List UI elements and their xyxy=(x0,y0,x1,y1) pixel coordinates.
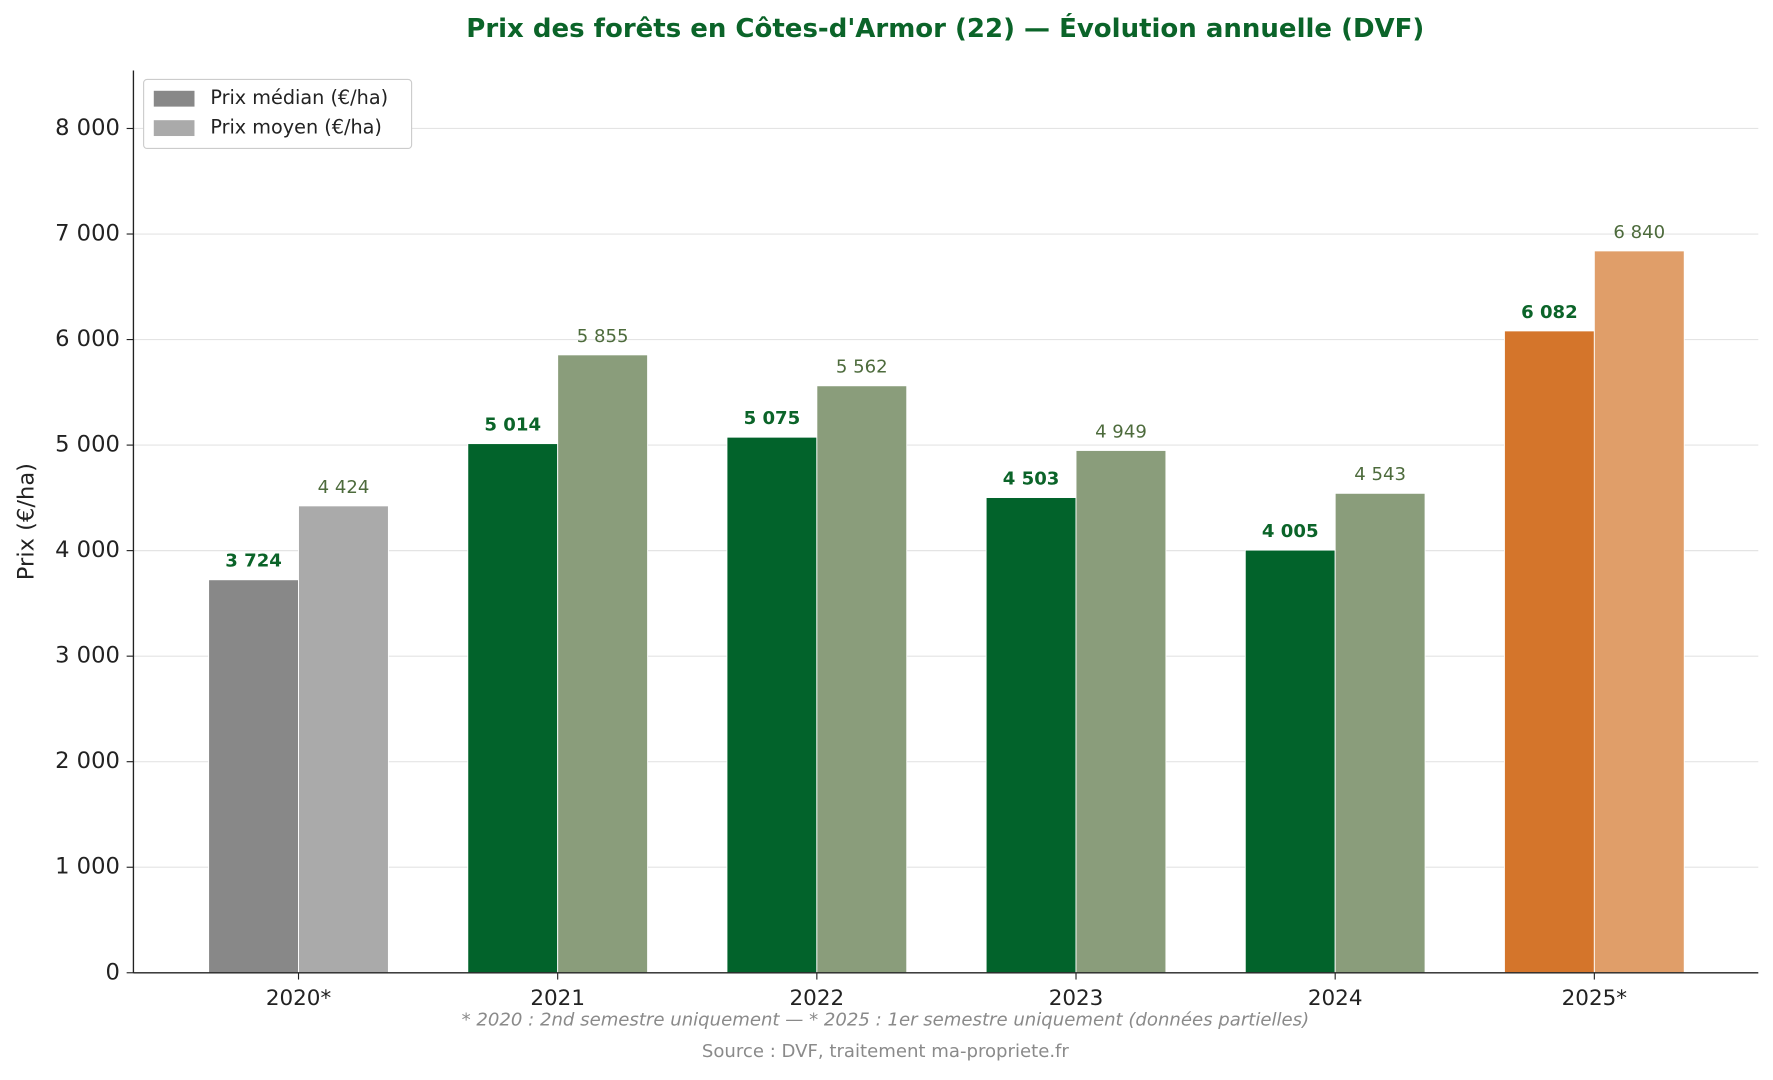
bar xyxy=(557,354,649,974)
bar xyxy=(985,497,1077,974)
y-axis-label: Prix (€/ha) xyxy=(14,463,40,580)
x-tick-label: 2020* xyxy=(266,986,332,1011)
bar xyxy=(1334,492,1426,974)
x-tick-label: 2024 xyxy=(1308,986,1363,1011)
value-label: 6 840 xyxy=(1613,222,1665,243)
value-label: 4 949 xyxy=(1095,421,1147,442)
y-tick-label: 6 000 xyxy=(55,326,120,352)
source: Source : DVF, traitement ma-propriete.fr xyxy=(702,1041,1070,1062)
y-tick-label: 2 000 xyxy=(55,748,120,774)
value-label: 5 562 xyxy=(836,357,888,378)
x-tick-label: 2022 xyxy=(790,986,845,1011)
legend-swatch xyxy=(153,90,195,107)
value-label: 5 014 xyxy=(484,415,541,436)
legend-box xyxy=(143,78,413,150)
value-label: 4 424 xyxy=(318,477,370,498)
y-tick-label: 7 000 xyxy=(55,221,120,247)
value-label: 5 855 xyxy=(577,326,629,347)
bar xyxy=(726,436,818,974)
value-label: 4 005 xyxy=(1262,521,1319,542)
bar xyxy=(208,579,299,974)
bar xyxy=(467,443,559,974)
x-tick-label: 2021 xyxy=(530,986,585,1011)
y-tick-label: 4 000 xyxy=(55,537,120,563)
legend-label: Prix moyen (€/ha) xyxy=(210,116,382,139)
x-tick-label: 2023 xyxy=(1049,986,1104,1011)
y-tick-label: 0 xyxy=(105,959,119,985)
x-tick-label: 2025* xyxy=(1562,986,1628,1011)
bar xyxy=(1075,450,1167,974)
bar xyxy=(1503,330,1595,974)
value-label: 4 543 xyxy=(1354,464,1406,485)
footnote: * 2020 : 2nd semestre uniquement — * 202… xyxy=(462,1009,1310,1030)
bar xyxy=(298,505,389,974)
chart-title: Prix des forêts en Côtes-d'Armor (22) — … xyxy=(466,12,1424,44)
legend-swatch xyxy=(153,120,195,137)
value-label: 6 082 xyxy=(1521,302,1578,323)
bar xyxy=(1244,549,1336,974)
y-tick-label: 8 000 xyxy=(55,115,120,141)
y-tick-label: 3 000 xyxy=(55,643,120,669)
value-label: 4 503 xyxy=(1003,468,1060,489)
bar xyxy=(1593,250,1685,974)
bar xyxy=(816,385,908,974)
value-label: 3 724 xyxy=(225,551,282,572)
y-tick-label: 1 000 xyxy=(55,854,120,880)
legend-label: Prix médian (€/ha) xyxy=(210,86,388,109)
value-label: 5 075 xyxy=(744,408,801,429)
y-tick-label: 5 000 xyxy=(55,432,120,458)
